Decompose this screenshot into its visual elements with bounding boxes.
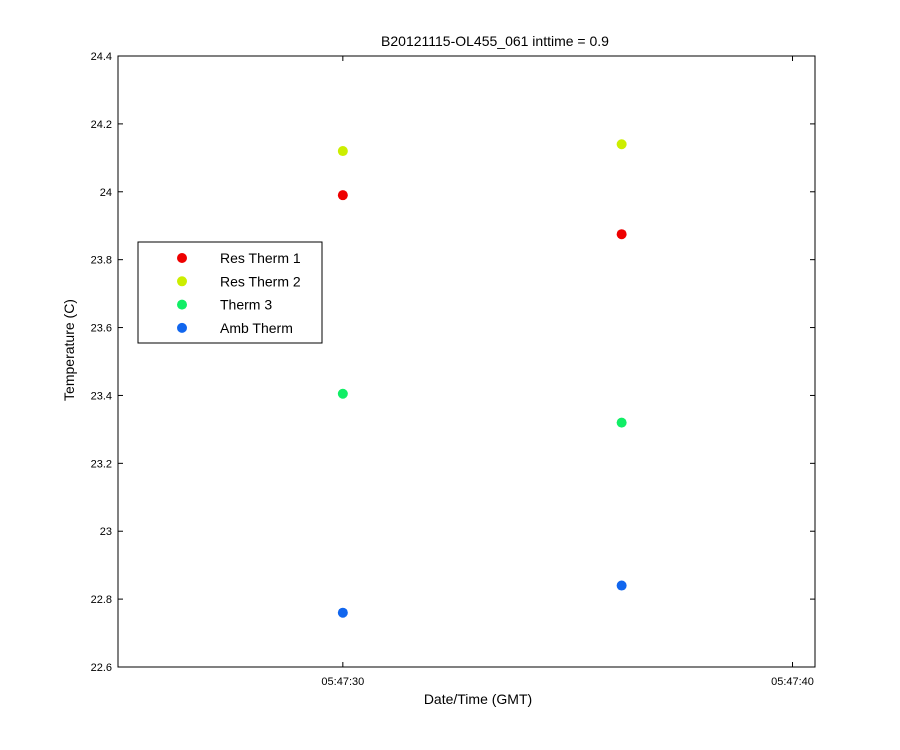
legend-marker [177,253,187,263]
y-tick-label: 24.2 [91,119,112,131]
y-tick-label: 24.4 [91,51,112,63]
y-tick-label: 23.8 [91,255,112,267]
point-res-therm-2 [337,146,348,157]
x-axis: 05:47:30 05:47:40 [321,56,814,688]
point-res-therm-1 [616,229,627,240]
legend-label: Res Therm 2 [220,273,301,289]
chart-title: B20121115-OL455_061 inttime = 0.9 [381,33,609,49]
x-tick-label: 05:47:40 [771,676,814,688]
y-axis-label: Temperature (C) [61,299,77,401]
legend-marker [177,299,187,310]
legend-label: Amb Therm [220,320,293,336]
y-tick-label: 22.8 [91,594,112,606]
y-tick-label: 23.2 [91,458,112,470]
y-tick-label: 23.6 [91,323,112,335]
y-tick-label: 24 [100,187,112,199]
point-therm-3 [616,417,627,428]
plot-area [117,55,816,668]
x-tick-label: 05:47:30 [321,676,364,688]
y-tick-label: 23.4 [91,390,112,402]
point-res-therm-1 [337,190,348,201]
legend-label: Therm 3 [220,297,272,313]
x-axis-label: Date/Time (GMT) [424,691,532,707]
legend-marker [177,322,187,333]
point-therm-3 [337,388,348,399]
legend-label: Res Therm 1 [220,250,301,266]
y-tick-label: 22.6 [91,662,112,674]
point-amb-therm [337,607,348,618]
data-points [337,139,627,618]
legend-marker [177,276,187,287]
y-axis: 22.6 22.8 23 23.2 23.4 23.6 23.8 24 24.2 24.4 [91,51,815,674]
legend: Res Therm 1 Res Therm 2 Therm 3 Amb Therm [137,241,323,344]
point-amb-therm [616,580,627,591]
legend-box [137,241,323,344]
y-tick-label: 23 [100,526,112,538]
point-res-therm-2 [616,139,627,150]
